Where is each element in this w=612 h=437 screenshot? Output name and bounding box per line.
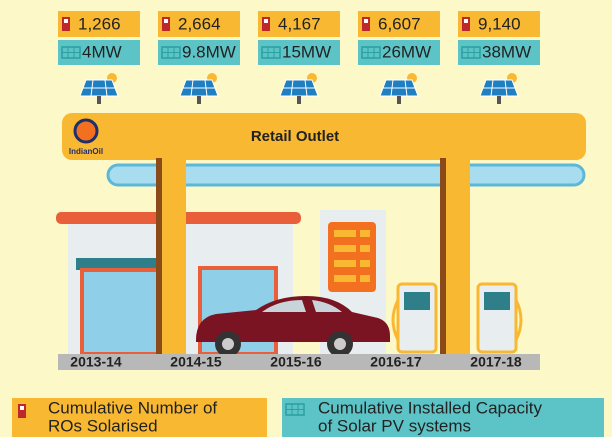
panel-icon-grid: [262, 47, 280, 58]
pump-icon-window: [20, 406, 24, 410]
year: 2017-18: [470, 354, 522, 370]
price-board: [328, 222, 376, 292]
legend-text: ROs Solarised: [48, 416, 158, 435]
solar-stand: [397, 96, 401, 104]
solar-stand: [197, 96, 201, 104]
capacity: 15MW: [282, 42, 331, 61]
legend-text: Cumulative Installed Capacity: [318, 398, 542, 417]
legend-box: [12, 398, 267, 437]
capacity: 26MW: [382, 42, 431, 61]
capacity: 9.8MW: [182, 42, 236, 61]
solar-panel-grid: [483, 79, 515, 97]
title: Retail Outlet: [251, 128, 339, 145]
pump-icon-window: [264, 19, 268, 23]
panel-icon-grid: [286, 404, 304, 415]
pump-icon-window: [364, 19, 368, 23]
year: 2013-14: [70, 354, 122, 370]
panel-icon-grid: [62, 47, 80, 58]
price-rows: [334, 230, 370, 282]
pump-icon: [62, 17, 70, 31]
pump-icon: [362, 17, 370, 31]
pillar-shade: [156, 158, 162, 354]
pump: [391, 282, 438, 354]
solar-panel-grid: [183, 79, 215, 97]
solar-stand: [497, 96, 501, 104]
logo: [73, 118, 99, 144]
year: 2016-17: [370, 354, 422, 370]
ro-box: [358, 11, 440, 37]
capacity: 4MW: [82, 42, 122, 61]
ro-count: 2,664: [178, 14, 221, 33]
ro-box: [58, 11, 140, 37]
awning: [76, 258, 168, 270]
pump-icon-window: [164, 19, 168, 23]
ro-box: [258, 11, 340, 37]
capacity: 38MW: [482, 42, 531, 61]
pump-icon-window: [64, 19, 68, 23]
panel-icon-grid: [162, 47, 180, 58]
pump-icon: [262, 17, 270, 31]
solar-panel-grid: [383, 79, 415, 97]
pump-icon: [18, 404, 26, 418]
solar-stand: [97, 96, 101, 104]
pump: [476, 282, 523, 354]
ro-box: [458, 11, 540, 37]
legend-box: [282, 398, 604, 437]
solar-panel-grid: [283, 79, 315, 97]
pillar-shade: [440, 158, 446, 354]
solar-stand: [297, 96, 301, 104]
year-strip: [58, 354, 540, 370]
ro-count: 9,140: [478, 14, 521, 33]
ro-count: 1,266: [78, 14, 121, 33]
solar-panel-grid: [83, 79, 115, 97]
brand: IndianOil: [69, 147, 103, 156]
ro-box: [158, 11, 240, 37]
pump-icon-window: [464, 19, 468, 23]
legend-text: of Solar PV systems: [318, 416, 471, 435]
car: [196, 296, 390, 357]
year: 2015-16: [270, 354, 322, 370]
pump-icon: [462, 17, 470, 31]
year: 2014-15: [170, 354, 222, 370]
legend-text: Cumulative Number of: [48, 398, 217, 417]
ro-count: 4,167: [278, 14, 321, 33]
pump-icon: [162, 17, 170, 31]
ro-count: 6,607: [378, 14, 421, 33]
panel-icon-grid: [462, 47, 480, 58]
canopy: [62, 113, 586, 160]
window: [80, 268, 164, 356]
panel-icon-grid: [362, 47, 380, 58]
